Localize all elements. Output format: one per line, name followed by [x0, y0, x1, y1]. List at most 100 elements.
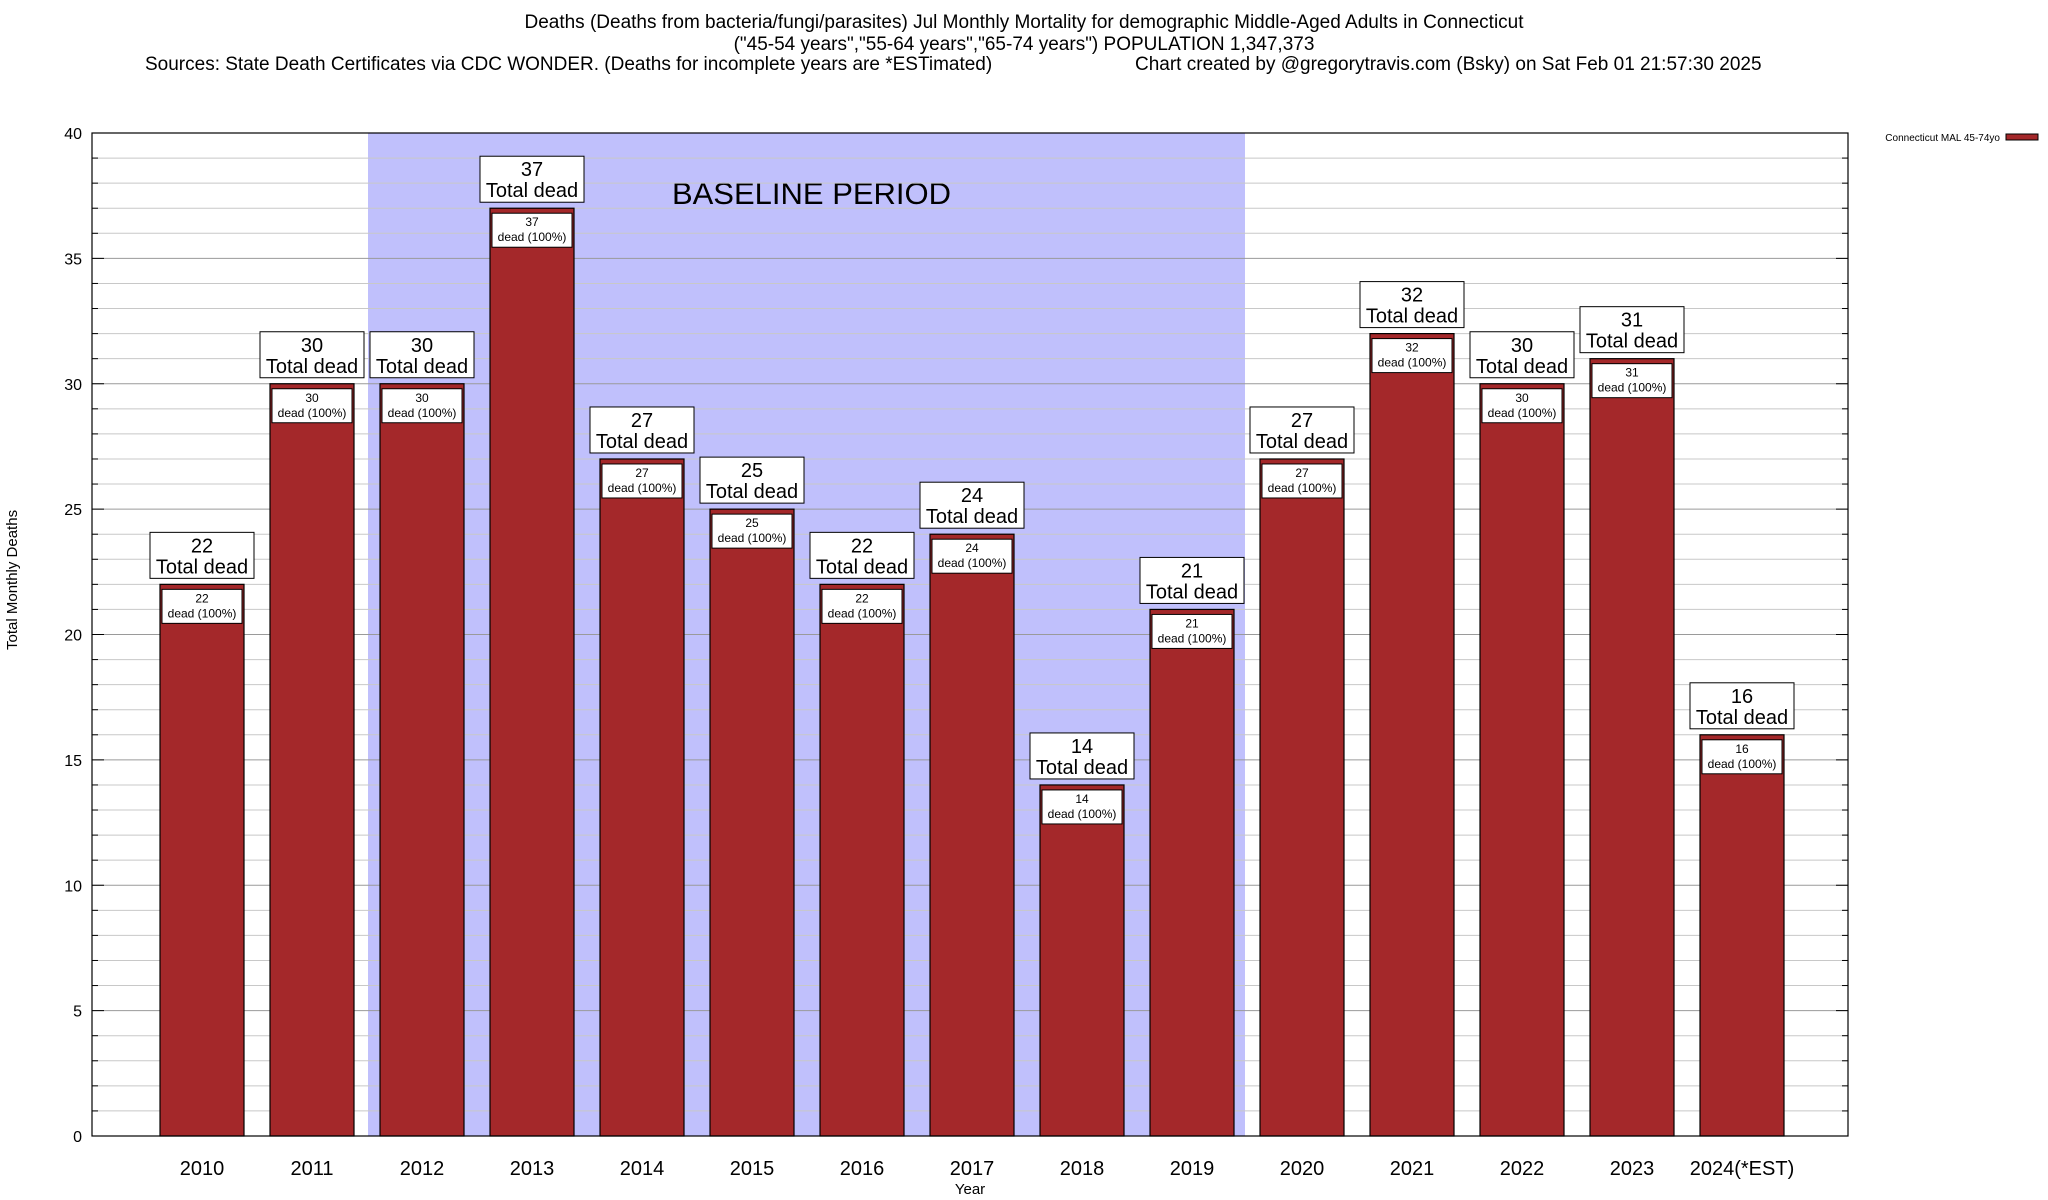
top-label-text: Total dead — [266, 356, 358, 378]
x-tick-label: 2023 — [1610, 1158, 1655, 1180]
inner-label-box — [1151, 613, 1233, 649]
bar — [709, 508, 795, 1137]
inner-label-value: 30 — [1515, 391, 1529, 405]
inner-label-value: 30 — [305, 391, 319, 405]
title-line-3: Sources: State Death Certificates via CD… — [145, 54, 1762, 76]
legend-label: Connecticut MAL 45-74yo — [1885, 133, 2000, 144]
inner-label-text: dead (100%) — [498, 230, 567, 244]
bar — [269, 383, 355, 1137]
inner-label-box — [931, 538, 1013, 574]
bar — [819, 583, 905, 1137]
top-label-box — [1359, 281, 1465, 329]
y-tick-label: 5 — [73, 1004, 82, 1021]
inner-label-text: dead (100%) — [938, 556, 1007, 570]
inner-label-value: 25 — [745, 516, 759, 530]
bar — [929, 533, 1015, 1137]
x-tick-label: 2010 — [180, 1158, 225, 1180]
inner-label-text: dead (100%) — [608, 481, 677, 495]
x-tick-label: 2016 — [840, 1158, 885, 1180]
inner-label-value: 27 — [635, 466, 649, 480]
top-label-text: Total dead — [1256, 431, 1348, 453]
bar — [1149, 608, 1235, 1137]
y-tick-label: 30 — [64, 377, 82, 394]
x-tick-label: 2014 — [620, 1158, 665, 1180]
x-tick-label: 2017 — [950, 1158, 995, 1180]
top-label-text: Total dead — [486, 180, 578, 202]
inner-label-value: 37 — [525, 215, 539, 229]
x-tick-label: 2022 — [1500, 1158, 1545, 1180]
inner-label-box — [711, 513, 793, 549]
top-label-text: Total dead — [596, 431, 688, 453]
x-tick-label: 2020 — [1280, 1158, 1325, 1180]
top-label-box — [1689, 682, 1795, 730]
top-label-box — [699, 456, 805, 504]
baseline-label: BASELINE PERIOD — [672, 176, 951, 211]
top-label-box — [1029, 732, 1135, 780]
x-tick-label: 2019 — [1170, 1158, 1215, 1180]
top-label-value: 27 — [1291, 410, 1313, 432]
top-label-value: 30 — [411, 335, 433, 357]
inner-label-value: 22 — [195, 591, 209, 605]
legend-swatch — [2005, 133, 2039, 141]
inner-label-box — [1701, 739, 1783, 775]
top-label-value: 24 — [961, 485, 983, 507]
top-label-text: Total dead — [1476, 356, 1568, 378]
inner-label-value: 21 — [1185, 616, 1199, 630]
inner-label-box — [1591, 363, 1673, 399]
bar — [379, 383, 465, 1137]
top-label-box — [369, 331, 475, 379]
x-tick-label: 2018 — [1060, 1158, 1105, 1180]
top-label-box — [589, 406, 695, 454]
title-line-2: ("45-54 years","55-64 years","65-74 year… — [733, 34, 1315, 55]
inner-label-text: dead (100%) — [1048, 807, 1117, 821]
top-label-text: Total dead — [1366, 306, 1458, 328]
top-label-box — [479, 155, 585, 203]
inner-label-value: 30 — [415, 391, 429, 405]
top-label-value: 14 — [1071, 736, 1093, 758]
bar — [159, 583, 245, 1137]
inner-label-text: dead (100%) — [1598, 381, 1667, 395]
top-label-box — [1469, 331, 1575, 379]
y-tick-label: 0 — [73, 1129, 82, 1146]
inner-label-box — [491, 212, 573, 248]
top-label-box — [919, 481, 1025, 529]
x-tick-label: 2011 — [290, 1158, 333, 1180]
inner-label-text: dead (100%) — [1708, 757, 1777, 771]
y-tick-label: 15 — [64, 753, 82, 770]
inner-label-value: 14 — [1075, 792, 1089, 806]
top-label-box — [809, 531, 915, 579]
x-tick-label: 2012 — [400, 1158, 445, 1180]
source-text: Sources: State Death Certificates via CD… — [145, 54, 993, 75]
inner-label-text: dead (100%) — [1378, 356, 1447, 370]
bar — [489, 207, 575, 1137]
x-tick-label: 2015 — [730, 1158, 775, 1180]
y-tick-label: 20 — [64, 628, 82, 645]
x-tick-label: 2013 — [510, 1158, 555, 1180]
inner-label-text: dead (100%) — [1158, 631, 1227, 645]
bar — [1369, 333, 1455, 1137]
x-tick-label: 2024(*EST) — [1690, 1158, 1795, 1180]
x-tick-label: 2021 — [1390, 1158, 1435, 1180]
top-label-value: 25 — [741, 460, 763, 482]
top-label-text: Total dead — [706, 481, 798, 503]
top-label-text: Total dead — [376, 356, 468, 378]
inner-label-box — [161, 588, 243, 624]
y-tick-label: 10 — [64, 878, 82, 895]
bar — [1039, 784, 1125, 1137]
inner-label-box — [271, 388, 353, 424]
inner-label-value: 24 — [965, 541, 979, 555]
inner-label-box — [1041, 789, 1123, 825]
inner-label-box — [1261, 463, 1343, 499]
inner-label-box — [381, 388, 463, 424]
top-label-box — [259, 331, 365, 379]
top-label-value: 32 — [1401, 285, 1423, 307]
top-label-value: 27 — [631, 410, 653, 432]
inner-label-box — [821, 588, 903, 624]
inner-label-text: dead (100%) — [1268, 481, 1337, 495]
top-label-text: Total dead — [156, 556, 248, 578]
bar — [1259, 458, 1345, 1137]
top-label-value: 22 — [191, 535, 213, 557]
top-label-value: 31 — [1621, 310, 1643, 332]
top-label-text: Total dead — [1696, 707, 1788, 729]
